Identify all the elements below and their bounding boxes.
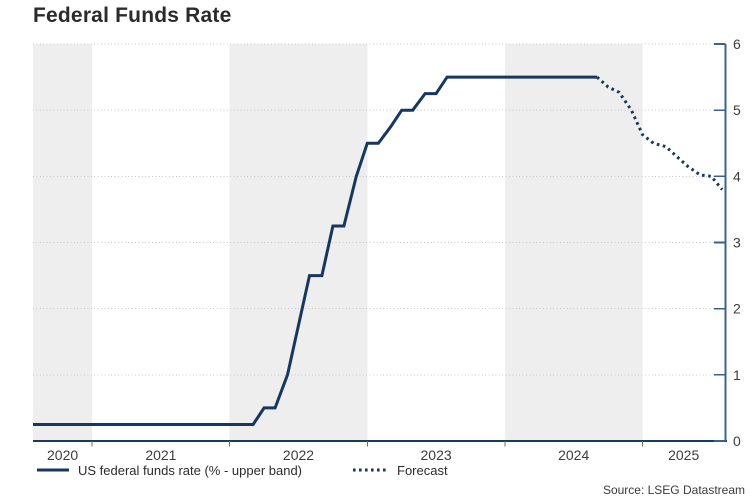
x-tick-label: 2024 [558, 447, 589, 460]
dotted-line-swatch [353, 468, 388, 472]
legend-item-actual: US federal funds rate (% - upper band) [36, 460, 302, 480]
legend-label-actual: US federal funds rate (% - upper band) [78, 462, 303, 478]
y-tick-label: 3 [733, 235, 741, 251]
y-tick-label: 5 [733, 102, 741, 118]
y-tick-label: 1 [733, 367, 741, 383]
x-tick-label: 2023 [421, 447, 452, 460]
y-tick-label: 2 [733, 301, 741, 317]
source-attribution: Source: LSEG Datastream [602, 483, 745, 497]
x-tick-label: 2020 [47, 447, 78, 460]
x-tick-label: 2021 [145, 447, 176, 460]
y-tick-label: 4 [733, 168, 741, 184]
x-tick-label: 2022 [283, 447, 314, 460]
chart-legend: US federal funds rate (% - upper band) F… [0, 460, 750, 480]
legend-item-forecast: Forecast [352, 460, 448, 480]
year-band [33, 44, 93, 440]
legend-label-forecast: Forecast [397, 462, 448, 478]
y-tick-label: 6 [733, 36, 741, 52]
y-tick-label: 0 [733, 433, 741, 449]
chart-title: Federal Funds Rate [33, 4, 232, 27]
x-tick-label: 2025 [668, 447, 699, 460]
chart-canvas: 0 1 2 3 4 5 6 2020 2021 2022 2023 2024 2025 [33, 36, 741, 460]
solid-line-swatch [37, 468, 69, 472]
forecast-series-line [596, 75, 724, 191]
actual-series-line [33, 75, 598, 426]
